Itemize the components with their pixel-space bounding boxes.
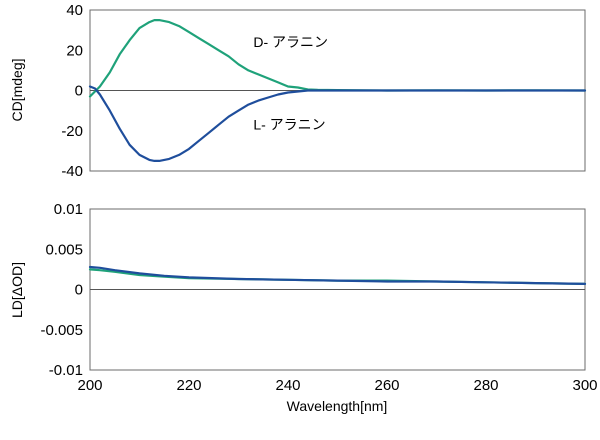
x-tick-label: 300	[572, 377, 597, 394]
x-tick-label: 200	[77, 377, 102, 394]
ld-y-tick-label: -0.01	[49, 362, 83, 379]
x-axis-title: Wavelength[nm]	[287, 398, 388, 414]
x-tick-label: 220	[176, 377, 201, 394]
cd-y-tick-label: -40	[61, 163, 83, 180]
ld-y-axis-title: LD[ΔOD]	[9, 262, 25, 318]
cd-series-line-0	[88, 19, 587, 98]
cd-y-tick-label: 20	[66, 42, 83, 59]
cd-panel: 40 20 0 -20 -40 CD[mdeg] D- アラニン L- アラニン	[9, 2, 587, 180]
ld-y-tick-label: 0.005	[45, 241, 83, 258]
cd-y-tick-label: 40	[66, 2, 83, 19]
cd-series-line-1	[88, 85, 587, 162]
ld-series-line-1	[88, 265, 587, 285]
cd-y-tick-label: -20	[61, 123, 83, 140]
ld-y-tick-labels: 0.01 0.005 0 -0.005 -0.01	[40, 201, 83, 379]
x-tick-labels: 200 220 240 260 280 300	[77, 377, 597, 394]
ld-y-tick-label: 0.01	[54, 201, 83, 218]
x-tick-label: 260	[374, 377, 399, 394]
cd-annotations: D- アラニン L- アラニン	[253, 34, 328, 133]
x-tick-label: 240	[275, 377, 300, 394]
cd-y-axis-title: CD[mdeg]	[9, 58, 25, 121]
ld-y-tick-label: -0.005	[40, 322, 83, 339]
ld-y-tick-label: 0	[75, 282, 83, 299]
cd-y-tick-label: 0	[75, 83, 83, 100]
x-tick-label: 280	[473, 377, 498, 394]
cd-y-tick-labels: 40 20 0 -20 -40	[61, 2, 83, 180]
cd-annotation-1: L- アラニン	[253, 117, 325, 133]
cd-series-group	[88, 19, 587, 162]
cd-annotation-0: D- アラニン	[253, 34, 328, 50]
ld-series-group	[88, 265, 587, 285]
